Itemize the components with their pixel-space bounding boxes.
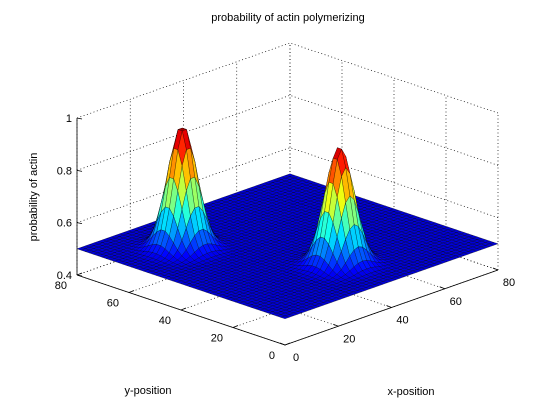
surface-mesh bbox=[76, 127, 499, 319]
y-tick-label: 20 bbox=[211, 333, 223, 345]
x-tick-label: 40 bbox=[396, 315, 408, 327]
z-tick-label: 1 bbox=[66, 113, 72, 125]
y-tick-label: 80 bbox=[55, 280, 67, 292]
y-tick bbox=[76, 272, 83, 276]
x-tick bbox=[279, 342, 286, 346]
y-tick-label: 0 bbox=[269, 350, 275, 362]
axis-lines bbox=[76, 117, 499, 346]
z-tick bbox=[76, 169, 83, 172]
surface-patch bbox=[280, 315, 290, 319]
chart-title: probability of actin polymerizing bbox=[211, 12, 364, 24]
y-tick-label: 60 bbox=[107, 298, 119, 310]
y-tick-label: 40 bbox=[159, 315, 171, 327]
x-tick-label: 0 bbox=[293, 352, 299, 364]
x-tick bbox=[386, 305, 392, 308]
y-tick bbox=[232, 325, 239, 328]
x-tick bbox=[333, 323, 339, 327]
y-axis-label: y-position bbox=[124, 385, 171, 397]
x-tick bbox=[492, 267, 499, 271]
wall-grid-line bbox=[289, 147, 499, 218]
y-tick bbox=[128, 290, 135, 293]
x-tick-label: 20 bbox=[343, 333, 355, 345]
z-tick-label: 0.8 bbox=[57, 165, 72, 177]
z-axis-label: probability of actin bbox=[28, 153, 40, 242]
x-tick bbox=[439, 286, 445, 290]
y-tick bbox=[180, 307, 187, 311]
z-tick bbox=[76, 274, 83, 277]
wall-grid-line bbox=[289, 95, 499, 166]
z-tick-label: 0.6 bbox=[57, 218, 72, 230]
wall-grid-line bbox=[289, 42, 499, 114]
z-tick-label: 0.4 bbox=[57, 270, 72, 282]
x-tick-label: 60 bbox=[450, 296, 462, 308]
x-axis-label: x-position bbox=[387, 386, 434, 398]
wall-grid-line bbox=[76, 42, 291, 119]
y-tick bbox=[284, 342, 291, 346]
z-tick bbox=[76, 222, 83, 225]
z-tick bbox=[76, 117, 83, 120]
x-tick-label: 80 bbox=[503, 277, 515, 289]
